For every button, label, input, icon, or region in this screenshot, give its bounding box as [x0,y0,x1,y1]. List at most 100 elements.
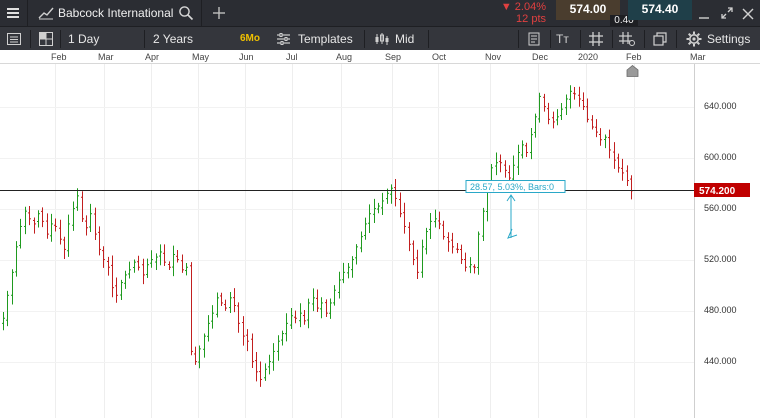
expand-icon[interactable] [720,6,734,20]
ohlc-bar [399,192,402,218]
ohlc-bar [246,329,249,352]
ohlc-bar [595,119,598,138]
time-axis-label: Sep [385,52,402,62]
ohlc-bar [194,346,197,365]
grid-icon[interactable] [588,31,604,47]
ohlc-bar [438,211,441,230]
buy-price-button[interactable]: 574.40 [628,0,692,20]
price-change: ▼ 2.04% 12 pts [496,0,546,25]
ohlc-bar [416,249,419,279]
measure-tool[interactable]: 28.57, 5.03%, Bars:0 [465,180,566,239]
ohlc-bar [412,240,415,266]
sidebar-toggle-icon[interactable] [6,31,22,47]
notes-icon[interactable] [526,31,542,47]
ohlc-bar [521,140,524,159]
ohlc-bar [81,191,84,223]
ohlc-bar [360,231,363,253]
ohlc-bar [543,93,546,112]
price-axis-label: 440.000 [704,356,737,366]
chart-line-icon [38,6,54,20]
candlestick-icon[interactable] [374,32,390,46]
ohlc-series [2,85,633,387]
range-selector[interactable]: 2 Years [153,32,194,46]
ohlc-bar [464,252,467,272]
ohlc-bar [255,351,258,382]
add-tab-icon[interactable] [212,6,226,20]
ohlc-bar [347,262,350,279]
ohlc-bar [133,259,136,273]
ohlc-bar [198,345,201,369]
ohlc-bar [233,288,236,313]
ohlc-bar [172,245,175,277]
ohlc-bar [604,134,607,149]
menu-icon[interactable] [6,6,20,20]
ohlc-bar [425,227,428,255]
ohlc-bar [19,218,22,249]
ohlc-bar [299,303,302,328]
price-chart[interactable]: 28.57, 5.03%, Bars:0 640.000 600.000 560… [0,64,760,418]
ohlc-bar [530,128,533,160]
time-axis-label: Apr [145,52,160,62]
ohlc-bar [582,92,585,110]
ohlc-bar [565,94,568,115]
ohlc-bar [390,184,393,204]
ohlc-bar [89,203,92,233]
time-axis-label: Feb [626,52,642,62]
time-axis: Feb Mar Apr May Jun Jul Aug Sep Oct Nov … [0,50,760,64]
ohlc-bar [94,207,97,241]
ohlc-bar [578,86,581,107]
ohlc-bar [447,232,450,252]
ohlc-bar [59,219,62,245]
ohlc-bar [46,213,49,239]
ohlc-bar [630,175,633,200]
time-axis-label: Mar [98,52,114,62]
ohlc-bar [307,298,310,329]
change-points: 12 pts [516,13,546,25]
time-marker-icon[interactable] [626,64,639,77]
ohlc-bar [373,198,376,223]
ohlc-bar [599,128,602,146]
gear-icon[interactable] [686,31,702,47]
crosshair-grid-icon[interactable] [618,31,636,47]
ohlc-bar [28,206,31,226]
ohlc-bar [451,232,454,254]
templates-button[interactable]: Templates [298,32,353,46]
search-icon[interactable] [178,5,194,21]
minimize-icon[interactable] [698,7,710,19]
ohlc-bar [504,160,507,178]
ohlc-bar [482,207,485,242]
ohlc-bar [495,152,498,176]
ohlc-bar [560,103,563,121]
settings-button[interactable]: Settings [707,32,751,46]
chart-canvas[interactable]: 28.57, 5.03%, Bars:0 640.000 600.000 560… [0,64,760,418]
ohlc-bar [163,244,166,266]
ohlc-bar [137,255,140,271]
templates-icon[interactable] [276,32,291,46]
ohlc-bar [456,243,459,254]
down-arrow-icon: ▼ [500,1,515,13]
instrument-name[interactable]: Babcock International [58,6,174,20]
measure-arrow-up-icon [506,194,516,202]
ohlc-bar [351,256,354,278]
ohlc-bar [517,144,520,176]
ohlc-bar [203,333,206,358]
ohlc-bar [338,271,341,299]
sell-price-button[interactable]: 574.00 [556,0,620,20]
price-axis-label: 640.000 [704,101,737,111]
ohlc-bar [617,153,620,173]
ohlc-bar [285,313,288,342]
price-type-selector[interactable]: Mid [395,32,415,46]
ohlc-bar [342,262,345,284]
ohlc-bar [547,102,550,125]
copy-window-icon[interactable] [652,31,668,47]
change-percent: 2.04% [514,1,546,13]
interval-selector[interactable]: 1 Day [68,32,100,46]
close-icon[interactable] [742,7,754,20]
ohlc-bar [41,207,44,228]
ohlc-bar [586,98,589,123]
ohlc-bar [473,264,476,274]
ohlc-bar [316,289,319,312]
layout-icon[interactable] [38,31,54,47]
text-size-icon[interactable]: Tт [556,32,569,46]
quick-range-6mo[interactable]: 6Mo [240,33,260,44]
